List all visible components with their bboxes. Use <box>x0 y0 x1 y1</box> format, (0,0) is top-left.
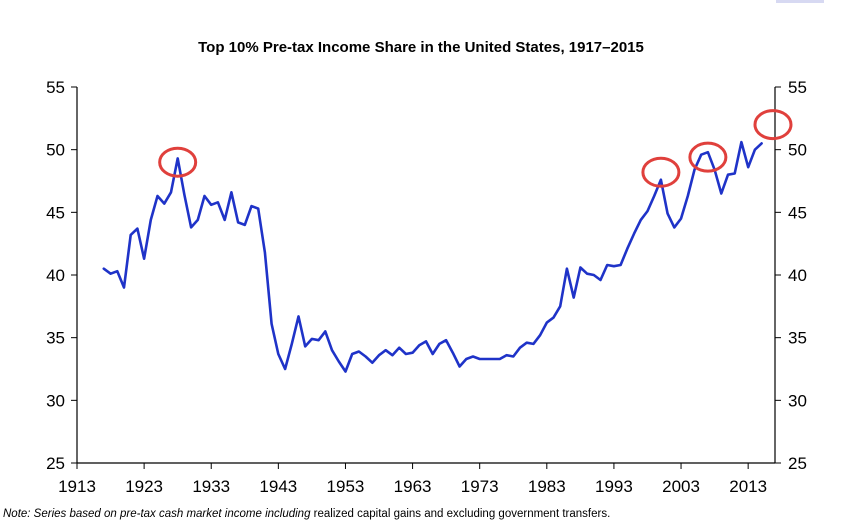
y-tick-label-right: 30 <box>788 391 807 410</box>
highlight-circle <box>753 109 793 141</box>
y-tick-label-right: 50 <box>788 141 807 160</box>
y-tick-label-right: 35 <box>788 329 807 348</box>
y-tick-label-right: 45 <box>788 203 807 222</box>
x-tick-label: 1983 <box>528 477 566 496</box>
tick-labels: 25 25 30 30 35 35 40 40 45 45 50 50 55 55 1913 1923 1933… <box>46 78 807 496</box>
highlight-circle <box>688 141 728 173</box>
y-tick-label-left: 45 <box>46 203 65 222</box>
y-tick-label-left: 30 <box>46 391 65 410</box>
x-tick-label: 1913 <box>58 477 96 496</box>
x-tick-label: 2003 <box>662 477 700 496</box>
x-tick-label: 1923 <box>125 477 163 496</box>
y-tick-label-right: 25 <box>788 454 807 473</box>
axes <box>71 86 781 469</box>
x-tick-label: 1973 <box>461 477 499 496</box>
highlight-circle <box>158 146 198 178</box>
plot-area <box>102 109 793 373</box>
y-tick-label-left: 25 <box>46 454 65 473</box>
footnote-rest: realized capital gains and excluding gov… <box>310 508 611 520</box>
corner-mark <box>776 0 824 3</box>
footnote: Note: Series based on pre-tax cash marke… <box>3 508 610 520</box>
y-tick-label-left: 55 <box>46 78 65 97</box>
y-tick-label-left: 35 <box>46 329 65 348</box>
y-tick-label-right: 55 <box>788 78 807 97</box>
footnote-lead: Note: Series based on pre-tax cash marke… <box>3 508 311 520</box>
x-tick-label: 1953 <box>327 477 365 496</box>
y-tick-label-left: 40 <box>46 266 65 285</box>
x-tick-label: 1933 <box>192 477 230 496</box>
x-tick-label: 1993 <box>595 477 633 496</box>
x-tick-label: 1943 <box>259 477 297 496</box>
y-tick-label-left: 50 <box>46 141 65 160</box>
y-tick-label-right: 40 <box>788 266 807 285</box>
chart-title: Top 10% Pre-tax Income Share in the Unit… <box>198 39 644 56</box>
highlight-circle <box>641 156 681 188</box>
x-tick-label: 1963 <box>394 477 432 496</box>
series-line <box>102 140 763 373</box>
x-tick-label: 2013 <box>729 477 767 496</box>
